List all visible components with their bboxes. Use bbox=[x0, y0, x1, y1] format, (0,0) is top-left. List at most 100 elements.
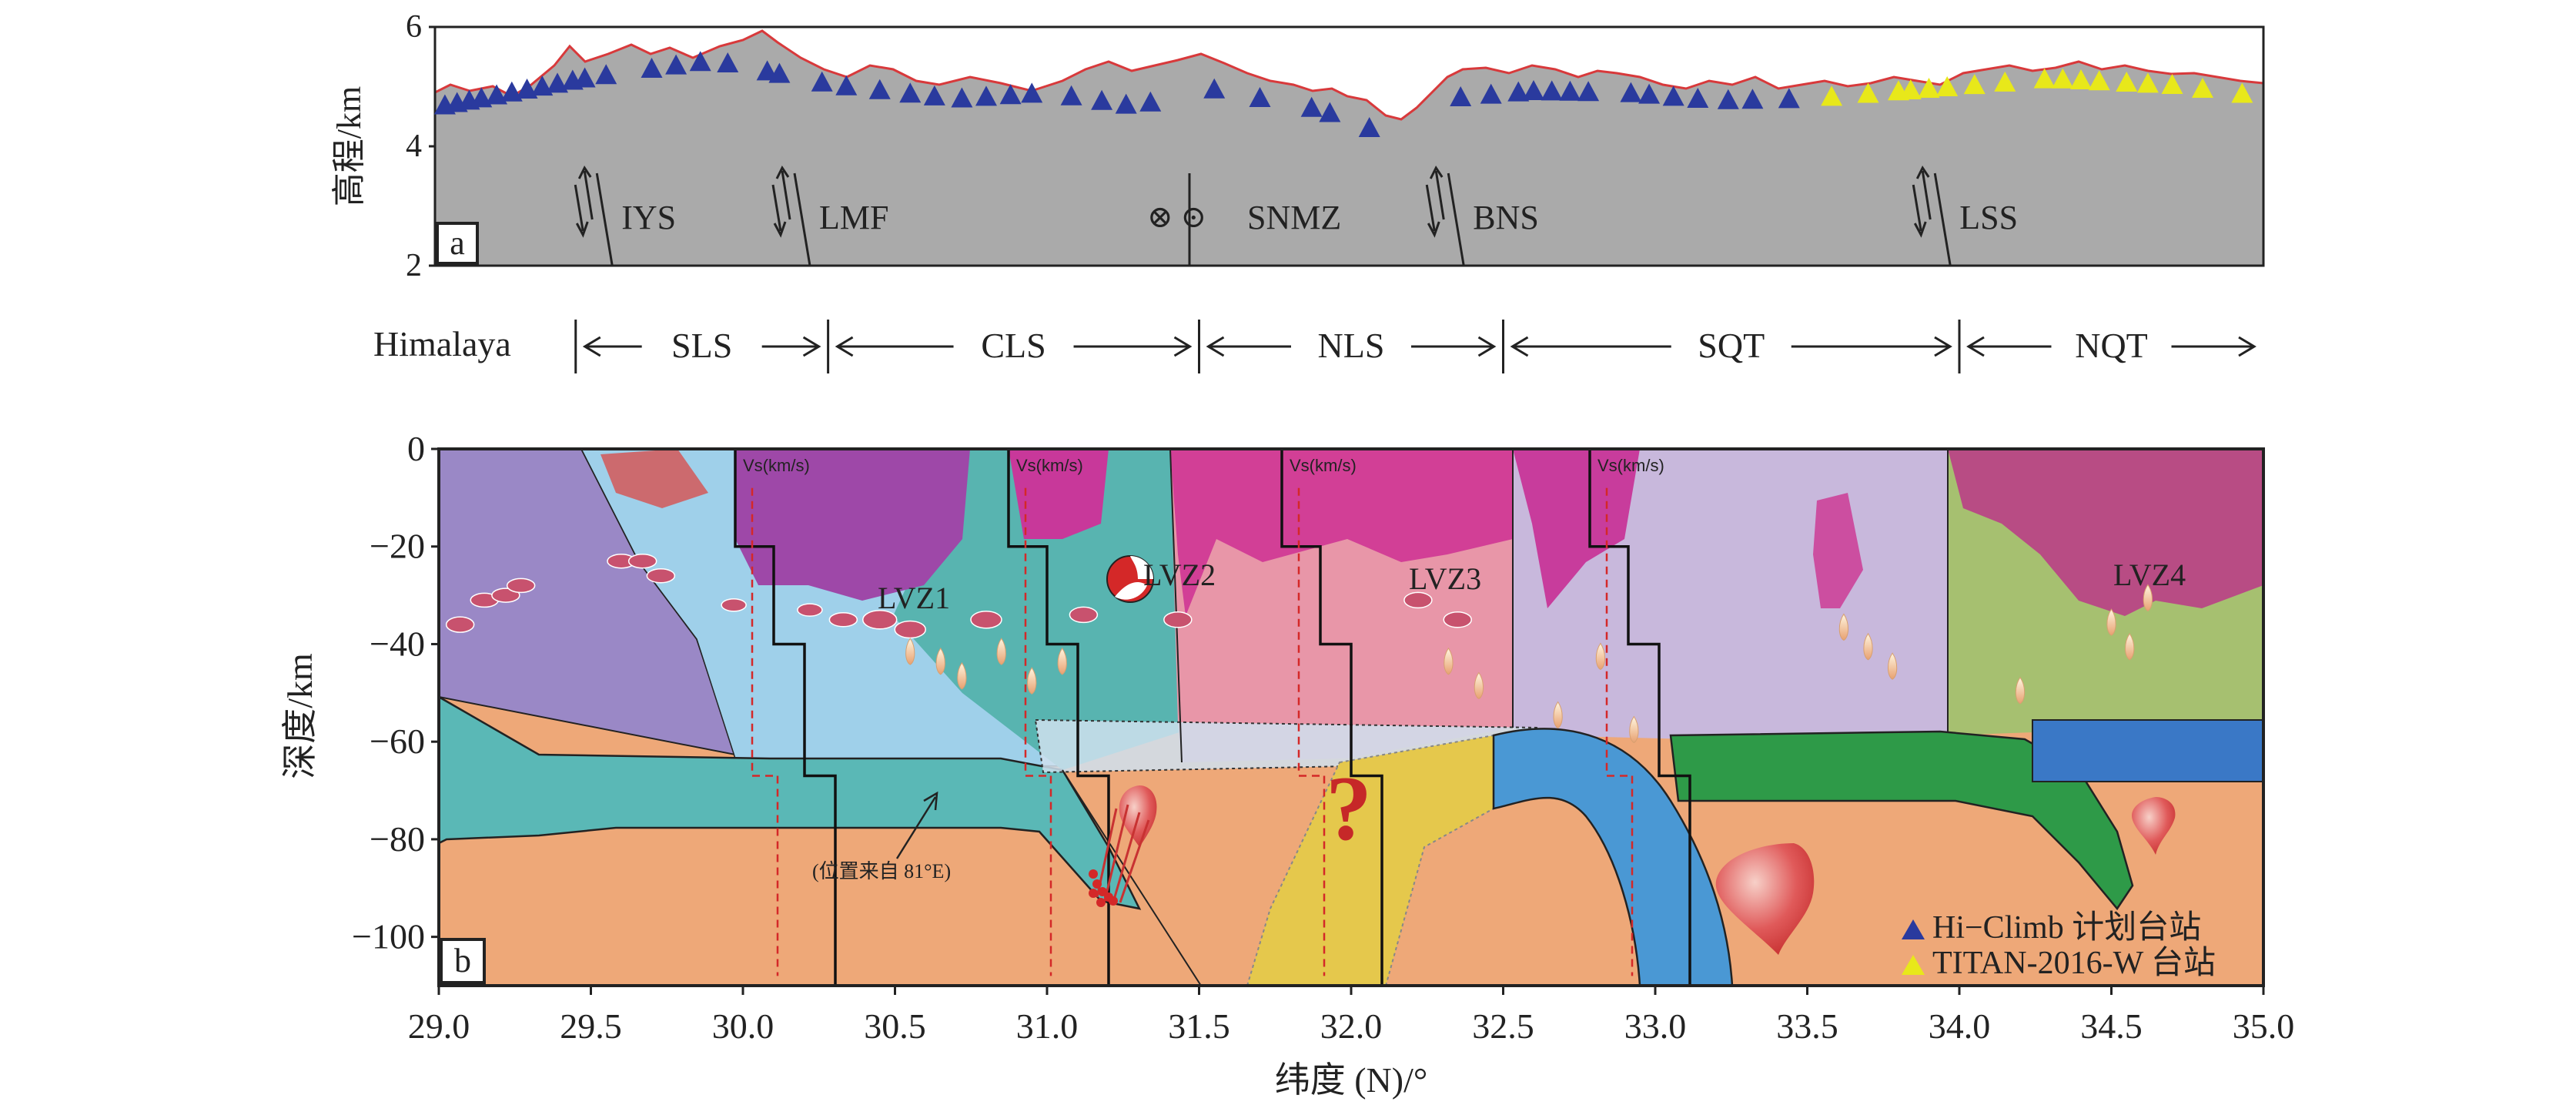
panel-b-xaxis: 纬度 (N)/° 29.0 29.5 30.0 30.5 31.0 31.5 32.0 32.… bbox=[408, 986, 2294, 1100]
station-hiclimb bbox=[516, 78, 538, 99]
panel-a: 6 4 2 高程/km IYS LMF BNS LSS ⊗ ⊙ SNMZ a bbox=[330, 9, 2265, 283]
lvz-ellipse bbox=[970, 611, 1002, 629]
terrane-sqt: SQT bbox=[1510, 326, 1952, 365]
station-hiclimb bbox=[1249, 87, 1271, 107]
vs-profile: 2 3 4 5 Vs(km/s) bbox=[1280, 431, 1383, 986]
annotation-text: (位置来自 81°E) bbox=[812, 860, 951, 882]
panel-a-label: a bbox=[450, 224, 465, 262]
panel-b-xtick: 31.5 bbox=[1168, 1006, 1230, 1046]
terrane-label: SLS bbox=[671, 326, 732, 365]
earthquake-dot bbox=[1092, 879, 1102, 889]
melt-drop bbox=[1838, 613, 1849, 641]
melt-drop bbox=[905, 638, 915, 665]
station-hiclimb bbox=[1203, 78, 1226, 99]
vs-axis-label: Vs(km/s) bbox=[1290, 456, 1357, 475]
station-hiclimb bbox=[1115, 93, 1137, 114]
panel-b-ytick: −20 bbox=[370, 527, 425, 566]
panel-a-yaxis: 6 4 2 高程/km bbox=[330, 9, 435, 283]
fault-markers: IYS LMF BNS LSS bbox=[574, 166, 2018, 266]
station-hiclimb bbox=[1021, 82, 1043, 103]
station-hiclimb bbox=[1559, 80, 1581, 101]
panel-b-ylabel: 深度/km bbox=[280, 653, 319, 779]
question-mark: ? bbox=[1326, 757, 1372, 859]
station-hiclimb bbox=[1662, 85, 1684, 106]
terrane-nqt: NQT bbox=[1966, 326, 2257, 365]
lvz-ellipse bbox=[797, 603, 823, 617]
melt-drop bbox=[1595, 642, 1606, 671]
focal-mechanism bbox=[1106, 555, 1154, 603]
cls-crust bbox=[893, 449, 1182, 770]
melt-blob-large bbox=[1715, 843, 1815, 955]
lvz3-label: LVZ3 bbox=[1409, 561, 1481, 596]
earthquake-dots bbox=[1089, 869, 1118, 907]
vs-profile: 2 3 4 5 Vs(km/s) bbox=[1585, 431, 1825, 986]
vs-tick: 3 bbox=[1662, 431, 1671, 448]
melt-drop bbox=[1444, 647, 1454, 675]
station-hiclimb bbox=[756, 60, 778, 81]
station-titan bbox=[1963, 74, 1986, 95]
station-hiclimb bbox=[500, 81, 523, 102]
himalaya-label: Himalaya bbox=[373, 324, 511, 363]
lvz-ellipse bbox=[627, 553, 657, 569]
lvz-ellipse bbox=[1069, 606, 1099, 624]
terrane-sls: SLS bbox=[582, 326, 821, 365]
panel-a-ytick-2: 2 bbox=[406, 248, 422, 283]
lvz1-label: LVZ1 bbox=[878, 581, 950, 615]
annotation-arrow bbox=[895, 791, 938, 859]
fault-label: LMF bbox=[819, 199, 888, 236]
earthquake-dot bbox=[1089, 869, 1098, 879]
station-hiclimb bbox=[1717, 89, 1739, 109]
snmz-label: SNMZ bbox=[1247, 199, 1341, 236]
terrane-label: NQT bbox=[2075, 326, 2148, 365]
snmz-symbols: ⊗ ⊙ bbox=[1147, 199, 1206, 234]
vs-tick: 5 bbox=[1816, 431, 1825, 448]
fault-iys: IYS bbox=[574, 166, 676, 266]
lvz4-patch bbox=[1948, 449, 2263, 616]
station-hiclimb bbox=[486, 84, 508, 105]
station-titan bbox=[1918, 78, 1940, 98]
station-hiclimb bbox=[1638, 83, 1661, 104]
station-hiclimb bbox=[768, 62, 791, 83]
terrane-row: Himalaya SLS CLS NLS SQT NQT bbox=[373, 320, 2257, 373]
vs-tick: 3 bbox=[1354, 431, 1363, 448]
panel-b-label-box bbox=[440, 938, 486, 984]
panel-b-ytick: 0 bbox=[407, 429, 425, 468]
magenta-patch-5 bbox=[1813, 493, 1863, 608]
legend: Hi−Climb 计划台站 TITAN-2016-W 台站 bbox=[1902, 910, 2216, 981]
panel-a-label-box bbox=[436, 222, 479, 265]
station-hiclimb bbox=[1687, 88, 1709, 108]
vs-profile: 2 3 4 5 Vs(km/s) bbox=[731, 431, 837, 986]
panel-a-ylabel: 高程/km bbox=[330, 86, 368, 206]
panel-b-xtick: 30.0 bbox=[712, 1006, 774, 1046]
legend-titan-icon bbox=[1902, 955, 1925, 975]
lvz-ellipse bbox=[828, 612, 858, 628]
station-hiclimb bbox=[1577, 81, 1600, 102]
station-hiclimb bbox=[1358, 117, 1380, 137]
lvz4-label: LVZ4 bbox=[2113, 558, 2186, 592]
lvz2-label: LVZ2 bbox=[1143, 558, 1216, 592]
station-titan bbox=[1899, 79, 1922, 99]
vs-tick: 2 bbox=[731, 431, 739, 448]
station-titan bbox=[2116, 72, 2138, 92]
station-hiclimb bbox=[717, 52, 739, 72]
station-hiclimb bbox=[470, 87, 493, 108]
station-hiclimb bbox=[1507, 81, 1530, 102]
vs-tick: 2 bbox=[1585, 431, 1594, 448]
station-hiclimb bbox=[1450, 86, 1472, 106]
station-hiclimb bbox=[951, 87, 973, 108]
lvz-ellipse bbox=[445, 616, 475, 633]
station-titan bbox=[1857, 82, 1879, 103]
station-titan bbox=[2161, 74, 2183, 94]
panel-b-label: b bbox=[454, 942, 471, 979]
vs-profile: 2 3 4 5 Vs(km/s) bbox=[1007, 449, 1110, 986]
station-hiclimb bbox=[531, 75, 554, 96]
melt-drop bbox=[2015, 676, 2026, 705]
lvz-ellipse bbox=[646, 568, 676, 584]
lvz-ellipse bbox=[1443, 611, 1472, 628]
station-titan bbox=[2033, 68, 2056, 89]
panel-b-xtick: 31.0 bbox=[1016, 1006, 1079, 1046]
lvz-ellipse bbox=[1163, 611, 1193, 628]
pink-patch-himalaya bbox=[601, 449, 708, 508]
station-hiclimb bbox=[1523, 80, 1544, 100]
terrane-nls: NLS bbox=[1206, 326, 1497, 365]
